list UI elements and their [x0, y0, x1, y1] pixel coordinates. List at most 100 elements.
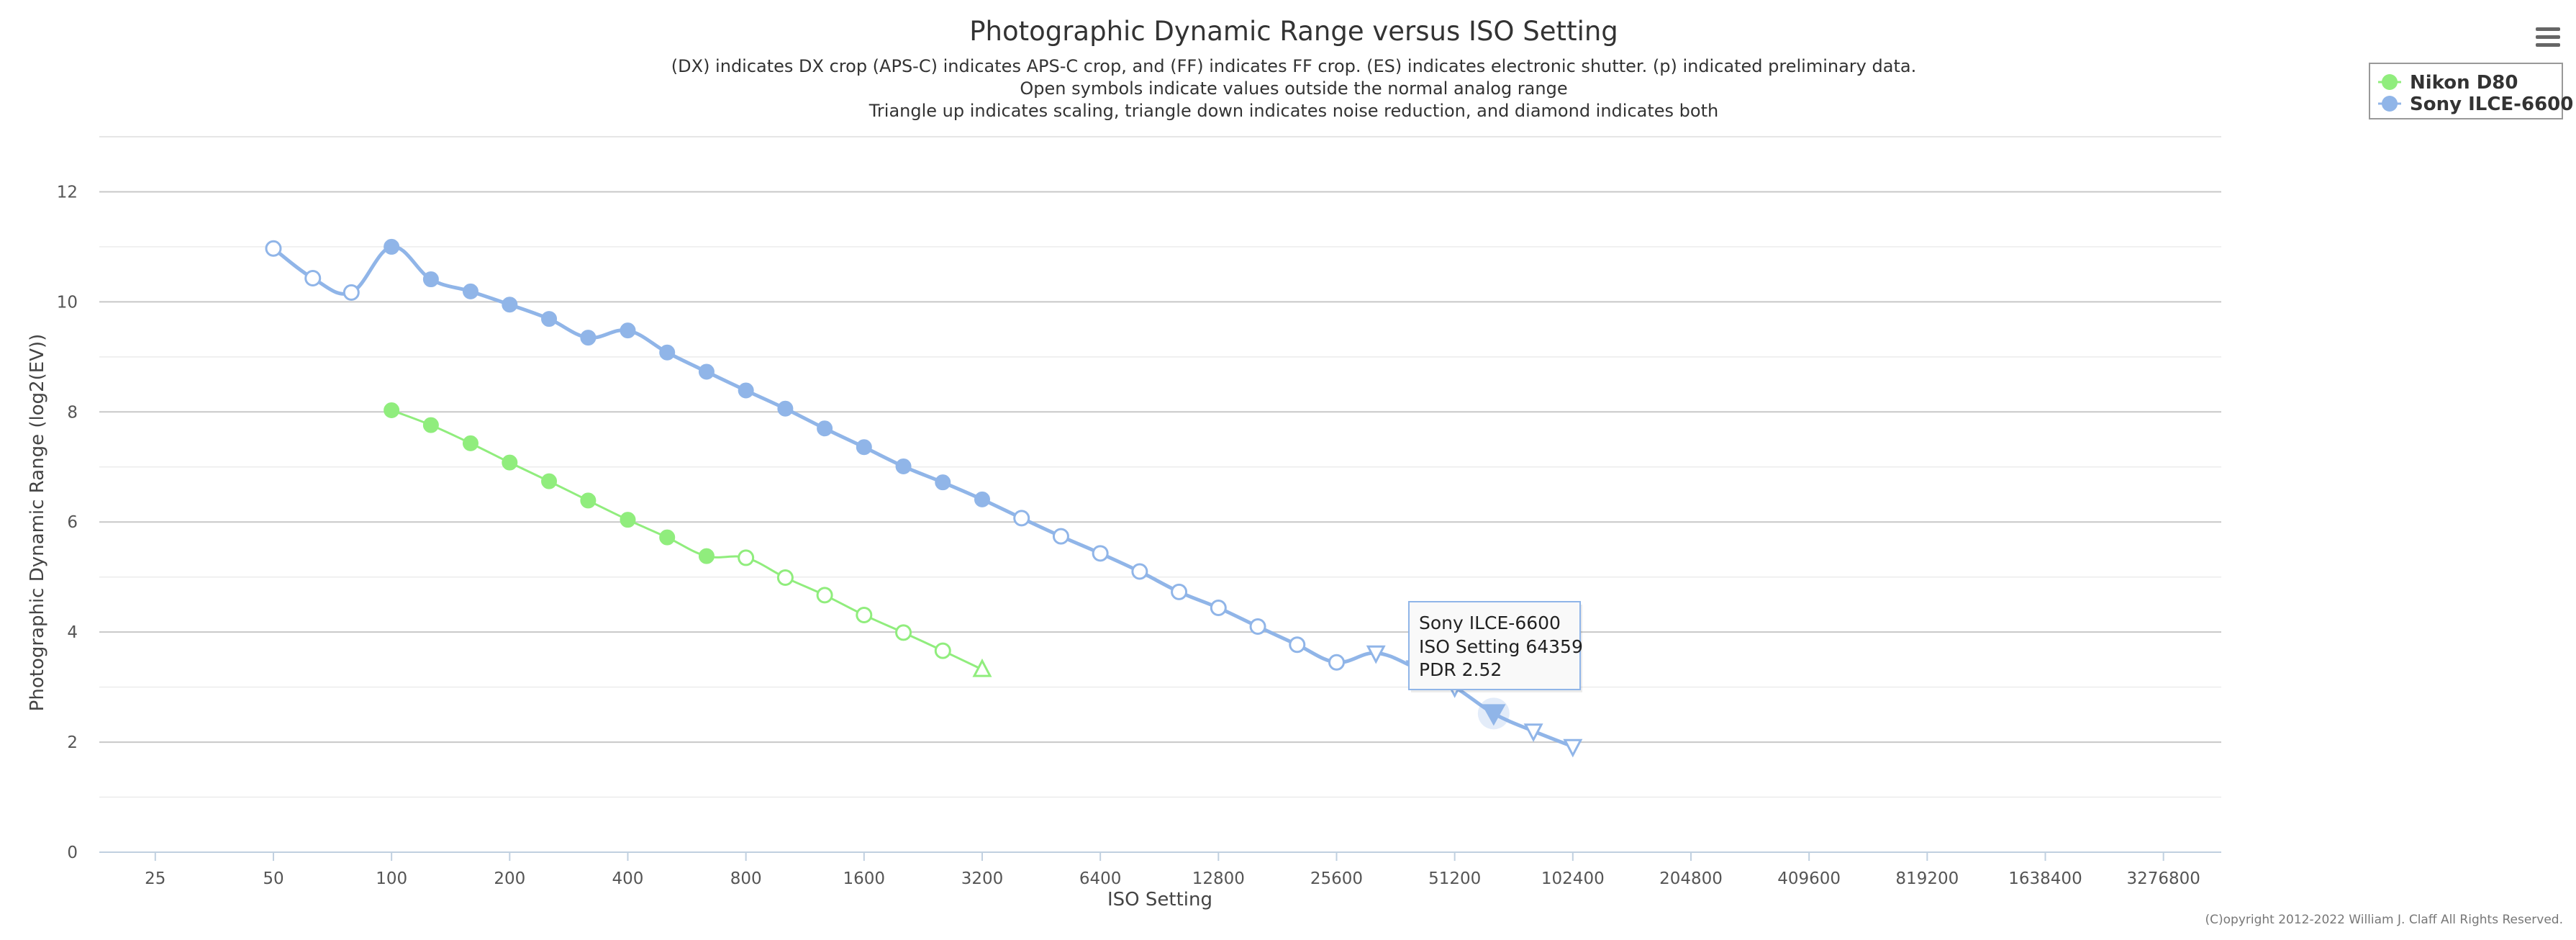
- tooltip: Sony ILCE-6600 ISO Setting 64359 PDR 2.5…: [1408, 601, 1583, 692]
- x-tick-label: 800: [730, 869, 762, 888]
- data-point[interactable]: [738, 549, 755, 566]
- data-point[interactable]: [502, 297, 518, 313]
- tooltip-series-name: Sony ILCE-6600: [1419, 613, 1561, 633]
- x-tick-label: 25: [145, 869, 165, 888]
- data-point[interactable]: [816, 587, 833, 604]
- series-line-0: [391, 409, 983, 671]
- x-tick-label: 102400: [1541, 869, 1605, 888]
- data-point[interactable]: [972, 658, 992, 677]
- legend-marker-nikon-d80: [2382, 74, 2398, 90]
- chart-subtitle-line-2: Open symbols indicate values outside the…: [1020, 78, 1567, 99]
- series-1: [265, 238, 1583, 758]
- x-tick-label: 200: [494, 869, 525, 888]
- data-point[interactable]: [895, 458, 912, 475]
- y-tick-label: 8: [67, 403, 78, 422]
- data-point[interactable]: [384, 402, 400, 419]
- x-tick-label: 204800: [1659, 869, 1723, 888]
- chart-credit: (C)opyright 2012-2022 William J. Claff A…: [2205, 913, 2564, 927]
- x-axis: 25 50 100 200 400 800 1600 3200 6400 12800 25600 51…: [99, 851, 2221, 888]
- data-point[interactable]: [304, 270, 322, 287]
- data-point[interactable]: [620, 322, 636, 339]
- data-point[interactable]: [1289, 636, 1306, 654]
- data-point[interactable]: [1328, 654, 1345, 671]
- data-point[interactable]: [502, 454, 518, 471]
- data-point[interactable]: [1013, 510, 1030, 527]
- x-tick-label: 3200: [961, 869, 1004, 888]
- menu-bar-2: [2536, 35, 2560, 39]
- data-point[interactable]: [580, 330, 597, 346]
- chart-title: Photographic Dynamic Range versus ISO Se…: [969, 16, 1618, 47]
- data-point[interactable]: [659, 344, 676, 361]
- data-point[interactable]: [1210, 600, 1227, 617]
- x-tick-label: 3276800: [2126, 869, 2200, 888]
- chart-subtitle-line-3: Triangle up indicates scaling, triangle …: [869, 101, 1718, 121]
- data-point[interactable]: [698, 548, 715, 564]
- legend-marker-sony-ilce-6600: [2382, 96, 2398, 112]
- legend-box: [2369, 63, 2563, 119]
- menu-bar-3: [2536, 43, 2560, 47]
- data-point[interactable]: [422, 417, 439, 433]
- data-point[interactable]: [777, 400, 794, 417]
- y-axis: 0 2 4 6 8 10 12: [57, 183, 78, 862]
- x-tick-label: 100: [376, 869, 407, 888]
- data-point[interactable]: [817, 420, 833, 437]
- data-point[interactable]: [935, 474, 951, 491]
- x-tick-label: 400: [612, 869, 644, 888]
- y-tick-label: 6: [67, 513, 78, 532]
- data-point[interactable]: [541, 473, 558, 489]
- data-point[interactable]: [541, 311, 558, 327]
- legend: Nikon D80 Sony ILCE-6600: [2369, 63, 2573, 119]
- x-axis-title: ISO Setting: [1107, 889, 1212, 910]
- data-point[interactable]: [974, 491, 990, 507]
- data-point[interactable]: [1052, 528, 1069, 545]
- data-point[interactable]: [895, 624, 912, 641]
- data-point[interactable]: [1366, 645, 1386, 664]
- y-tick-label: 2: [67, 733, 78, 752]
- y-tick-label: 4: [67, 623, 78, 642]
- y-tick-label: 10: [57, 293, 78, 312]
- x-tick-label: 25600: [1310, 869, 1363, 888]
- x-tick-label: 51200: [1428, 869, 1481, 888]
- data-point[interactable]: [1092, 545, 1109, 562]
- data-point[interactable]: [580, 492, 597, 509]
- data-point[interactable]: [776, 569, 794, 586]
- x-tick-label: 12800: [1192, 869, 1245, 888]
- data-point[interactable]: [1249, 618, 1266, 636]
- legend-item-nikon-d80[interactable]: Nikon D80: [2378, 72, 2518, 94]
- data-point[interactable]: [265, 240, 282, 257]
- x-tick-label: 6400: [1079, 869, 1122, 888]
- legend-item-sony-ilce-6600[interactable]: Sony ILCE-6600: [2378, 94, 2573, 115]
- x-tick-label: 819200: [1895, 869, 1959, 888]
- data-point[interactable]: [1523, 723, 1543, 743]
- legend-label-nikon-d80: Nikon D80: [2410, 72, 2518, 94]
- data-point[interactable]: [1563, 738, 1583, 758]
- legend-label-sony-ilce-6600: Sony ILCE-6600: [2410, 94, 2573, 115]
- data-point[interactable]: [856, 606, 873, 623]
- data-point[interactable]: [343, 284, 360, 301]
- series-0: [384, 402, 992, 677]
- data-point[interactable]: [1131, 563, 1148, 580]
- data-point[interactable]: [698, 363, 715, 380]
- data-point[interactable]: [384, 238, 400, 255]
- tooltip-box: [1408, 601, 1581, 690]
- hamburger-menu-icon[interactable]: [2536, 27, 2560, 47]
- data-point[interactable]: [738, 382, 754, 399]
- y-tick-label: 12: [57, 183, 78, 202]
- data-point[interactable]: [462, 435, 479, 451]
- data-point[interactable]: [1171, 583, 1188, 600]
- data-point[interactable]: [659, 529, 676, 546]
- data-point-hovered[interactable]: [1482, 704, 1506, 726]
- data-point[interactable]: [462, 283, 479, 299]
- x-tick-label: 409600: [1777, 869, 1841, 888]
- data-point[interactable]: [422, 271, 439, 288]
- menu-bar-1: [2536, 27, 2560, 31]
- tooltip-y-value: PDR 2.52: [1419, 659, 1502, 680]
- x-tick-label: 50: [263, 869, 284, 888]
- data-point[interactable]: [934, 642, 951, 659]
- chart-subtitle-line-1: (DX) indicates DX crop (APS-C) indicates…: [671, 56, 1916, 76]
- data-point[interactable]: [620, 512, 636, 528]
- data-point[interactable]: [856, 439, 872, 456]
- gridlines: [99, 136, 2221, 798]
- series-layer: [265, 238, 1583, 758]
- x-tick-label: 1600: [843, 869, 886, 888]
